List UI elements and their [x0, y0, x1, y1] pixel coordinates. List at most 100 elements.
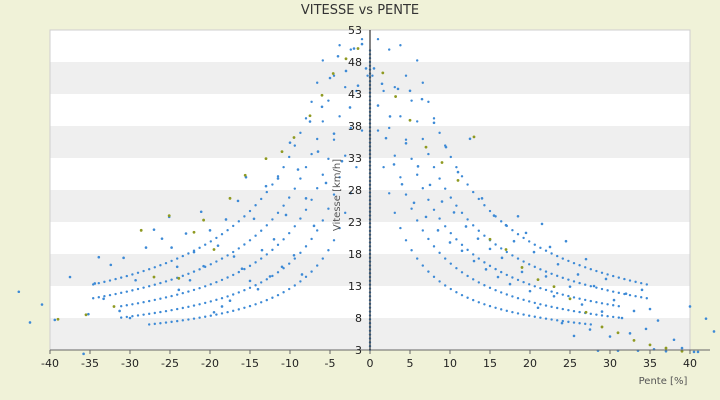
- curve-point: [522, 298, 525, 302]
- curve-point: [432, 245, 436, 248]
- curve-point: [404, 138, 408, 141]
- curve-point: [522, 260, 525, 263]
- scatter-point: [376, 104, 380, 107]
- curve-point: [550, 290, 553, 293]
- scatter-point: [560, 321, 564, 325]
- curve-point: [232, 309, 235, 313]
- curve-point: [460, 243, 464, 247]
- x-axis-label: Pente [%]: [639, 376, 688, 387]
- curve-point: [388, 126, 391, 130]
- curve-point: [310, 198, 313, 201]
- curve-point: [97, 281, 101, 285]
- axes: -40 -35 -30 -25 -20 -15 -10 -5 0 5 10 15 20 25 30 35 40 3…: [41, 24, 710, 370]
- scatter-point: [576, 273, 580, 276]
- x-tick-label: -30: [121, 357, 139, 370]
- curve-point: [606, 315, 609, 318]
- curve-point: [299, 131, 302, 135]
- curve-point: [120, 316, 123, 319]
- y-axis-label: Vitesse [km/h]: [332, 159, 343, 231]
- curve-point: [544, 270, 548, 273]
- curve-point: [260, 257, 263, 260]
- curve-point: [516, 312, 520, 315]
- curve-point: [321, 257, 324, 260]
- curve-point: [260, 281, 263, 284]
- scatter-point: [592, 284, 596, 288]
- curve-point: [404, 74, 408, 77]
- curve-point: [522, 313, 525, 316]
- scatter-point: [516, 214, 520, 218]
- curve-point: [344, 154, 347, 157]
- scatter-point: [640, 288, 644, 292]
- curve-point: [539, 268, 542, 271]
- curve-point: [327, 249, 330, 252]
- curve-point: [617, 276, 620, 279]
- curve-point: [472, 253, 475, 256]
- curve-point: [416, 120, 419, 123]
- curve-point: [271, 274, 274, 278]
- scatter-point: [568, 285, 572, 288]
- curve-point: [494, 243, 497, 246]
- scatter-point: [188, 278, 192, 282]
- curve-point: [511, 276, 514, 279]
- curve-point: [533, 243, 536, 246]
- curve-point: [477, 281, 480, 284]
- curve-point: [572, 280, 576, 283]
- curve-point: [125, 274, 128, 278]
- scatter-point-secondary: [344, 57, 348, 61]
- curve-point: [483, 204, 486, 207]
- scatter-point: [448, 241, 452, 244]
- scatter-point: [344, 69, 348, 73]
- curve-point: [628, 279, 632, 282]
- curve-point: [204, 315, 207, 318]
- curve-point: [438, 131, 441, 135]
- curve-point: [556, 306, 559, 310]
- curve-point: [198, 268, 201, 271]
- curve-point: [209, 283, 212, 286]
- scatter-point: [712, 330, 716, 333]
- curve-point: [460, 175, 464, 178]
- curve-point: [567, 294, 570, 298]
- scatter-point: [28, 321, 32, 324]
- chart-title: VITESSE vs PENTE: [301, 3, 419, 18]
- scatter-point: [460, 249, 464, 253]
- curve-point: [483, 284, 486, 287]
- curve-point: [522, 236, 525, 240]
- curve-point: [260, 229, 263, 232]
- curve-point: [595, 301, 598, 304]
- scatter-point-secondary: [520, 266, 524, 269]
- y-tick-label: 43: [348, 88, 362, 101]
- curve-point: [488, 286, 492, 290]
- curve-point: [578, 297, 581, 300]
- scatter-point: [680, 346, 684, 350]
- scatter-point: [170, 246, 173, 249]
- scatter-point: [444, 145, 448, 149]
- curve-point: [181, 291, 184, 295]
- curve-point: [321, 219, 324, 222]
- curve-point: [449, 231, 452, 235]
- curve-point: [276, 211, 280, 215]
- scatter-point-secondary: [264, 157, 268, 161]
- scatter-point-secondary: [394, 95, 397, 98]
- curve-point: [148, 285, 151, 288]
- curve-point: [500, 220, 503, 223]
- scatter-point: [152, 228, 156, 231]
- curve-point: [304, 117, 308, 120]
- curve-point: [561, 276, 564, 280]
- curve-point: [410, 249, 413, 252]
- scatter-point: [696, 350, 700, 354]
- curve-point: [220, 296, 224, 300]
- scatter-point: [420, 97, 424, 101]
- curve-point: [304, 165, 308, 169]
- scatter-point: [648, 307, 652, 311]
- curve-point: [310, 152, 313, 156]
- scatter-point: [672, 338, 676, 342]
- curve-point: [438, 280, 441, 283]
- curve-point: [455, 204, 458, 207]
- curve-point: [427, 152, 430, 156]
- curve-point: [589, 323, 592, 326]
- x-tick-label: 25: [563, 357, 577, 370]
- curve-point: [148, 299, 151, 303]
- scatter-point-secondary: [308, 114, 312, 118]
- curve-point: [556, 319, 559, 322]
- scatter-point: [664, 349, 668, 353]
